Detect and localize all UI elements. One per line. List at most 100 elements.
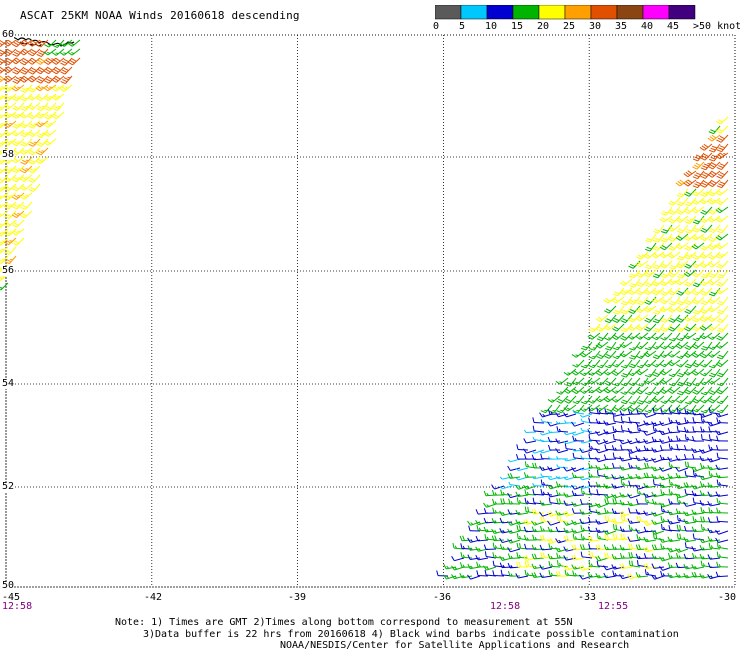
wind-barb [653,426,664,432]
wind-barb [541,489,552,495]
wind-barb [517,444,528,450]
wind-barb [612,360,624,367]
wind-barb [613,288,624,296]
wind-barb [524,454,536,459]
wind-barb [509,482,520,486]
footnotes: Note: 1) Times are GMT 2)Times along bot… [115,617,679,652]
wind-barb [613,434,624,441]
wind-barb [605,444,616,450]
wind-barb [557,465,568,468]
wind-barb [717,562,728,567]
wind-barb [12,184,24,191]
wind-barb [588,396,600,403]
wind-barb [669,479,680,486]
wind-barb [508,509,520,514]
wind-barb [629,508,640,513]
wind-barb [525,461,536,468]
wind-barb [644,252,656,259]
lon-label: -39 [288,592,306,603]
wind-barb [717,480,728,486]
wind-barb [604,566,616,570]
wind-barb [717,498,728,504]
wind-barb [493,543,504,549]
wind-barb [675,548,688,552]
wind-barb [717,453,728,459]
wind-barb [716,117,728,124]
wind-barb [444,564,456,569]
wind-barb [661,516,672,522]
wind-barb [620,279,632,285]
wind-barb [477,562,488,567]
wind-barb [660,261,672,268]
wind-barb [636,509,648,514]
wind-barb [620,500,632,505]
wind-barb [500,544,512,549]
wind-barb [580,387,592,393]
wind-barb [28,166,40,173]
wind-barb [557,515,568,522]
wind-barb [709,426,720,432]
wind-barb [700,144,712,150]
lat-label: 52 [2,482,14,492]
wind-barb [700,153,712,160]
wind-barb [643,520,656,525]
wind-barb [556,439,568,444]
lon-label: -36 [433,592,451,603]
wind-barb [644,446,656,451]
wind-barb [613,498,624,504]
wind-barb [644,457,656,461]
wind-barb [668,351,680,357]
wind-barb [652,437,664,442]
wind-barb [44,121,56,127]
wind-barb [549,570,560,576]
wind-barb [677,497,688,504]
wind-barbs [0,40,728,579]
wind-barb [708,180,720,187]
wind-barb [493,561,504,567]
wind-barb [685,461,696,468]
wind-barb [676,509,688,514]
wind-barb [716,572,728,577]
wind-barb [580,351,592,357]
wind-barb [653,479,664,486]
lat-label: 56 [2,266,14,276]
wind-barb [709,434,720,441]
wind-barb [533,535,544,540]
wind-barb [652,564,664,569]
wind-barb [612,544,624,549]
wind-barb [589,435,600,441]
wind-barb [660,538,672,542]
wind-barb [716,538,728,542]
wind-barb [716,492,728,497]
wind-barb [645,396,656,404]
wind-barb [589,324,600,332]
wind-barb [668,270,680,277]
wind-barb [605,553,616,558]
wind-barb [533,437,544,441]
wind-barb [668,252,680,258]
wind-barb [548,445,560,450]
wind-barb [717,552,728,558]
wind-barb [541,419,552,423]
lon-label: -42 [144,592,162,603]
wind-barb [629,463,640,468]
wind-barb [684,526,696,531]
wind-barb [661,571,672,576]
wind-barb [629,525,640,531]
wind-barb [644,473,656,478]
wind-barb [715,530,728,534]
lon-label: -33 [578,592,596,603]
wind-barb [532,564,544,569]
wind-barb [669,462,680,468]
wind-barb [677,189,688,197]
wind-barb [557,498,568,504]
wind-barb [0,184,8,191]
wind-barb [700,500,712,505]
wind-barb [564,528,576,533]
wind-barb [636,306,648,313]
wind-barb [597,489,608,495]
wind-barb [708,189,720,196]
wind-barb [676,306,688,312]
note-line-2: 3)Data buffer is 22 hrs from 20160618 4)… [115,629,679,641]
wind-barb [36,148,48,155]
